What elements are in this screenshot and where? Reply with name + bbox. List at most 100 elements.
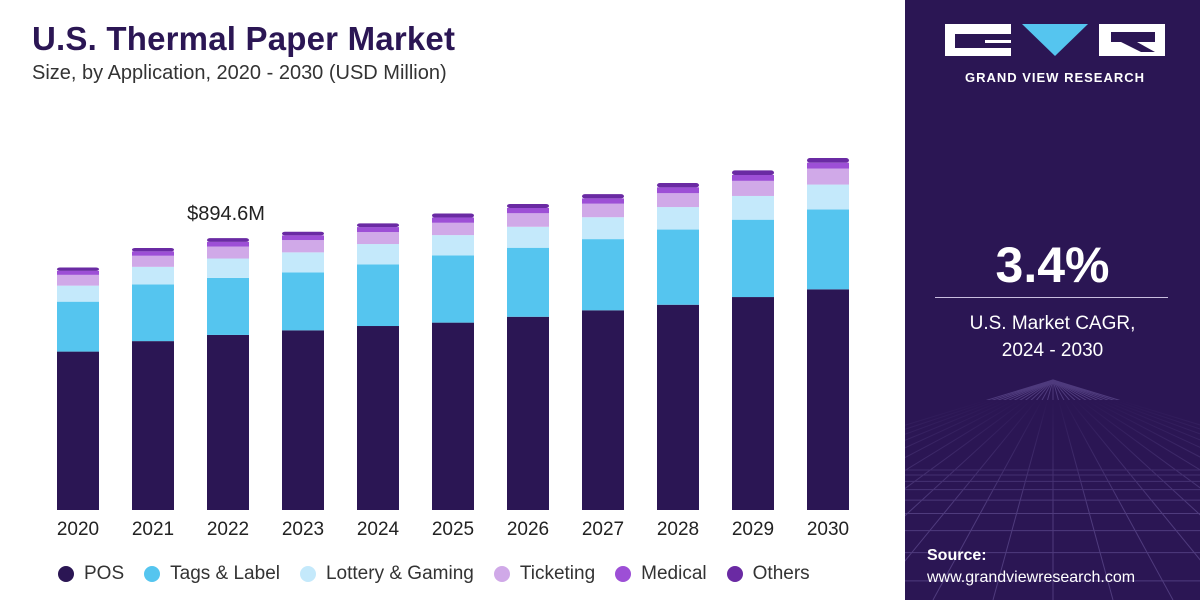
bar-segment-others-2021 (132, 248, 174, 252)
grand-view-research-logo (945, 24, 1165, 56)
bar-segment-pos-2026 (507, 316, 549, 510)
x-tick-label: 2027 (582, 519, 624, 540)
bar-segment-tags-label-2021 (132, 284, 174, 342)
chart-panel: U.S. Thermal Paper Market Size, by Appli… (32, 20, 850, 588)
bar-segment-ticketing-2027 (582, 203, 624, 218)
bar-segment-ticketing-2030 (807, 168, 849, 185)
bar-segment-pos-2022 (207, 334, 249, 510)
bar-segment-tags-label-2030 (807, 209, 849, 290)
bar-segment-others-2022 (207, 238, 249, 242)
bar-segment-others-2020 (57, 267, 99, 271)
bar-segment-tags-label-2026 (507, 247, 549, 317)
bar-segment-medical-2023 (282, 235, 324, 241)
bar-segment-others-2028 (657, 183, 699, 188)
x-tick-label: 2022 (207, 519, 249, 540)
bar-segment-others-2023 (282, 231, 324, 236)
x-tick-label: 2026 (507, 519, 549, 540)
source-label: Source: (927, 547, 987, 564)
bar-segment-lottery-gaming-2026 (507, 226, 549, 248)
bar-segment-tags-label-2027 (582, 239, 624, 311)
bar-segment-lottery-gaming-2025 (432, 235, 474, 256)
legend-swatch (726, 566, 743, 582)
legend-item: Ticketing (493, 563, 596, 585)
x-tick-label: 2023 (282, 519, 324, 540)
bar-segment-pos-2023 (282, 330, 324, 510)
stacked-bar-chart: 2020 2021 2022 $894.6M 2023 2024 2025 2026 2027 2… (57, 158, 849, 540)
bar-segment-medical-2022 (207, 241, 249, 247)
bar-segment-lottery-gaming-2021 (132, 266, 174, 285)
legend-item: Medical (615, 563, 707, 585)
x-tick-label: 2028 (657, 519, 699, 540)
bar-segment-lottery-gaming-2028 (657, 207, 699, 230)
bar-segment-ticketing-2028 (657, 193, 699, 208)
bar-segment-lottery-gaming-2029 (732, 195, 774, 220)
bar-segment-medical-2030 (807, 162, 849, 169)
source-note: Source: www.grandviewresearch.com (927, 545, 1135, 589)
legend-swatch (615, 566, 632, 582)
bar-segment-ticketing-2025 (432, 222, 474, 236)
bar-segment-medical-2021 (132, 251, 174, 256)
bar-segment-medical-2025 (432, 217, 474, 223)
legend-item: POS (58, 563, 124, 585)
x-tick-label: 2029 (732, 519, 774, 540)
bar-segment-tags-label-2024 (357, 264, 399, 327)
bar-segment-tags-label-2023 (282, 272, 324, 331)
cagr-label-line2: 2024 - 2030 (1001, 340, 1104, 361)
x-tick-label: 2021 (132, 519, 174, 540)
bar-segment-others-2029 (732, 170, 774, 176)
bar-segment-lottery-gaming-2020 (57, 285, 99, 302)
legend-swatch (58, 566, 74, 582)
bar-segment-lottery-gaming-2023 (282, 252, 324, 273)
x-tick-label: 2030 (807, 519, 849, 540)
bar-segment-lottery-gaming-2027 (582, 217, 624, 240)
legend-swatch (493, 566, 510, 582)
x-tick-label: 2024 (357, 519, 400, 540)
x-tick-label: 2020 (57, 519, 99, 540)
legend-label: Others (752, 563, 810, 584)
bar-segment-tags-label-2025 (432, 255, 474, 323)
legend-item: Lottery & Gaming (299, 563, 474, 585)
grid-floor-decoration (905, 379, 1200, 600)
legend-label: Tags & Label (170, 563, 280, 584)
legend-swatch (144, 566, 161, 582)
cagr-divider (935, 297, 1168, 298)
bar-segment-ticketing-2021 (132, 255, 174, 267)
bar-segment-pos-2028 (657, 304, 699, 510)
source-url[interactable]: www.grandviewresearch.com (927, 569, 1136, 586)
chart-title: U.S. Thermal Paper Market (32, 20, 456, 57)
bar-segment-ticketing-2020 (57, 274, 99, 286)
info-sidebar: GRAND VIEW RESEARCH 3.4% U.S. Market CAG… (905, 0, 1200, 600)
cagr-label: U.S. Market CAGR, 2024 - 2030 (905, 310, 1200, 364)
bar-segment-ticketing-2024 (357, 232, 399, 245)
bar-segment-tags-label-2028 (657, 229, 699, 305)
bar-segment-ticketing-2022 (207, 246, 249, 259)
logo-text: GRAND VIEW RESEARCH (964, 70, 1146, 85)
bar-segment-tags-label-2022 (207, 277, 249, 335)
bar-segment-others-2024 (357, 223, 399, 228)
bar-segment-others-2027 (582, 194, 624, 199)
bar-segment-pos-2025 (432, 322, 474, 510)
legend-label: Lottery & Gaming (325, 563, 474, 584)
bar-segment-pos-2024 (357, 326, 399, 510)
chart-legend: POS Tags & Label Lottery & Gaming Ticketing… (58, 560, 830, 588)
legend-label: POS (84, 563, 125, 584)
bar-segment-ticketing-2023 (282, 240, 324, 253)
bar-segment-lottery-gaming-2024 (357, 244, 399, 265)
bar-segment-pos-2027 (582, 310, 624, 510)
bar-segment-lottery-gaming-2022 (207, 258, 249, 278)
bar-segment-medical-2028 (657, 187, 699, 194)
bar-value-annotation: $894.6M (187, 203, 265, 225)
bar-segment-tags-label-2020 (57, 301, 99, 352)
cagr-value: 3.4% (995, 237, 1110, 293)
bar-segment-medical-2026 (507, 207, 549, 214)
legend-item: Tags & Label (144, 563, 280, 585)
bar-segment-ticketing-2029 (732, 180, 774, 196)
bar-segment-lottery-gaming-2030 (807, 184, 849, 210)
bar-segment-others-2025 (432, 213, 474, 218)
bar-segment-medical-2027 (582, 198, 624, 204)
legend-label: Ticketing (519, 563, 596, 584)
bar-segment-medical-2029 (732, 175, 774, 181)
bar-segment-medical-2024 (357, 227, 399, 233)
cagr-label-line1: U.S. Market CAGR, (969, 313, 1136, 334)
bar-segment-medical-2020 (57, 270, 99, 275)
